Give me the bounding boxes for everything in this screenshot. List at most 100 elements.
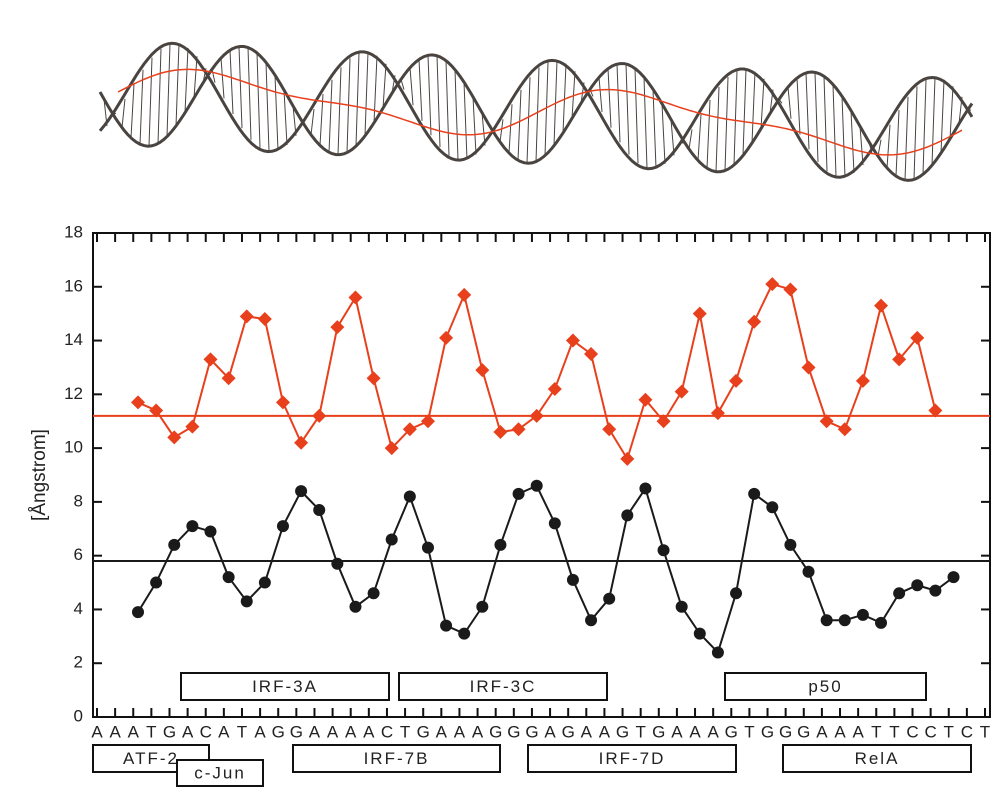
marker <box>639 482 652 495</box>
base-pair <box>355 52 360 147</box>
marker <box>911 579 924 592</box>
x-tick-label: G <box>417 722 430 741</box>
annotation-box <box>176 759 264 787</box>
marker <box>584 347 599 361</box>
helix-axis <box>117 68 963 156</box>
marker <box>149 403 164 418</box>
marker <box>747 314 762 329</box>
marker <box>203 352 218 367</box>
marker <box>929 584 942 597</box>
marker <box>439 330 454 345</box>
x-tick-label: G <box>562 722 575 741</box>
base-pair <box>670 119 675 156</box>
base-pair <box>913 86 918 180</box>
base-pair <box>769 89 774 114</box>
marker <box>693 627 706 640</box>
base-pair <box>706 99 711 169</box>
base-pair <box>733 70 738 165</box>
x-tick-label: G <box>652 722 665 741</box>
base-pair <box>391 75 396 94</box>
base-pair <box>868 141 873 154</box>
y-tick-label: 2 <box>74 653 83 672</box>
x-tick-label: G <box>616 722 629 741</box>
marker <box>384 441 399 456</box>
marker <box>403 490 416 503</box>
x-tick-label: A <box>472 722 484 741</box>
marker <box>729 373 744 388</box>
marker <box>204 525 217 538</box>
marker <box>692 306 707 321</box>
base-pair <box>454 69 459 160</box>
marker <box>493 424 508 439</box>
marker <box>548 517 561 530</box>
base-pair <box>949 86 954 139</box>
x-tick-label: T <box>889 722 899 741</box>
annotation-label: IRF-7B <box>364 749 430 768</box>
marker <box>856 608 869 621</box>
x-tick-label: G <box>525 722 538 741</box>
base-pair <box>760 78 765 129</box>
marker <box>312 408 327 423</box>
x-tick-label: G <box>272 722 285 741</box>
marker <box>875 616 888 629</box>
dna-strand <box>98 41 974 179</box>
base-pair <box>904 96 909 181</box>
x-tick-label: G <box>489 722 502 741</box>
marker <box>838 614 851 627</box>
annotation-label: IRF-3C <box>470 677 537 696</box>
marker <box>820 614 833 627</box>
x-tick-label: A <box>345 722 357 741</box>
marker <box>458 627 471 640</box>
x-tick-label: T <box>146 722 156 741</box>
marker <box>221 371 236 386</box>
base-pair <box>175 43 180 127</box>
marker <box>457 287 472 302</box>
annotation-box <box>527 744 737 773</box>
base-pair <box>571 71 576 119</box>
x-tick-label: A <box>834 722 846 741</box>
marker <box>385 533 398 546</box>
marker <box>802 565 815 578</box>
y-tick-label: 14 <box>64 330 83 349</box>
base-pair <box>751 71 756 144</box>
base-pair <box>742 68 747 156</box>
x-tick-label: A <box>707 722 719 741</box>
base-pair <box>940 79 945 154</box>
x-tick-label: C <box>924 722 936 741</box>
marker <box>530 479 543 492</box>
marker <box>132 606 144 619</box>
base-pair <box>697 114 702 161</box>
base-pair <box>310 109 315 135</box>
base-pair <box>796 78 801 135</box>
base-pair <box>445 60 450 156</box>
x-tick-label: A <box>363 722 375 741</box>
base-pair <box>211 69 216 83</box>
base-pair <box>634 68 639 164</box>
x-tick-label: A <box>91 722 103 741</box>
annotation-label: RelA <box>855 749 900 768</box>
base-pair <box>436 55 441 148</box>
base-pair <box>418 59 423 121</box>
base-pair <box>184 47 189 113</box>
y-tick-label: 8 <box>74 491 83 510</box>
marker <box>910 330 925 345</box>
x-tick-label: T <box>237 722 247 741</box>
x-tick-label: A <box>182 722 194 741</box>
x-tick-label: T <box>944 722 954 741</box>
marker <box>855 373 870 388</box>
marker <box>349 600 362 613</box>
marker <box>620 451 635 466</box>
base-pair <box>544 61 549 156</box>
marker <box>275 395 290 410</box>
base-pair <box>616 64 621 143</box>
base-pair <box>787 87 792 119</box>
marker <box>783 282 798 297</box>
marker <box>892 352 907 367</box>
x-tick-label: T <box>635 722 645 741</box>
base-pair <box>373 55 378 123</box>
marker <box>420 414 435 429</box>
marker <box>185 419 200 434</box>
x-tick-label: G <box>507 722 520 741</box>
marker <box>675 600 688 613</box>
marker <box>657 544 670 557</box>
